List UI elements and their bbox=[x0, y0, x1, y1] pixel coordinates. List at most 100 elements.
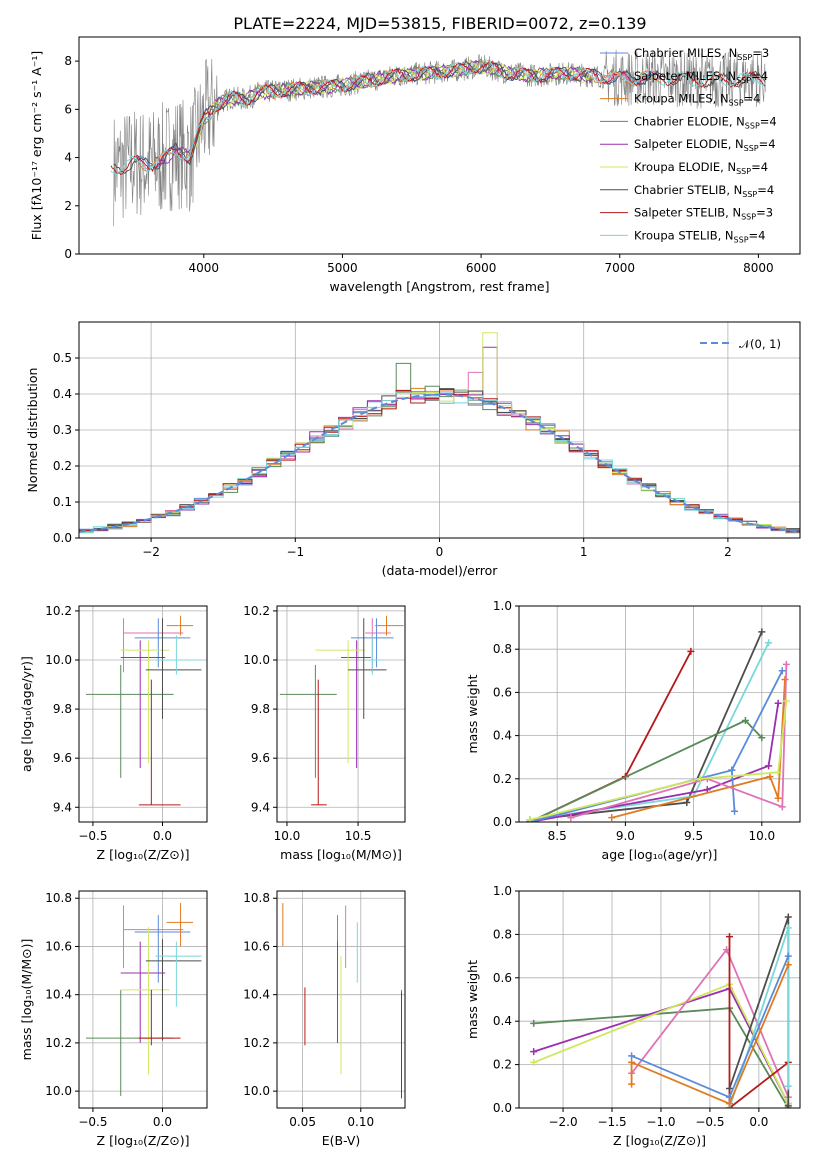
mass-vs-metallicity-panel: −0.5 0.0 10.0 10.2 10.4 10.6 10.8 Z [log₁₀(Z/Z⊙… bbox=[19, 890, 208, 1148]
legend-label: Salpeter ELODIE, NSSP=4 bbox=[634, 137, 776, 153]
weight-marker bbox=[758, 734, 766, 742]
weight-marker bbox=[765, 762, 773, 770]
y-axis-label: Flux [fλ10⁻¹⁷ erg cm⁻² s⁻¹ A⁻¹] bbox=[29, 51, 44, 240]
axes-frame bbox=[78, 321, 801, 539]
weight-marker bbox=[726, 933, 734, 941]
x-axis-label: (data-model)/error bbox=[382, 563, 499, 578]
spectrum-plot-area bbox=[110, 49, 766, 227]
axes-frame bbox=[276, 605, 406, 823]
y-tick-label: 10.6 bbox=[45, 939, 72, 953]
x-tick-label: 9.0 bbox=[616, 829, 635, 843]
weight-marker bbox=[758, 628, 766, 636]
weight-marker bbox=[530, 1058, 538, 1066]
x-tick-label: 10.5 bbox=[345, 829, 372, 843]
x-tick-label: 10.0 bbox=[274, 829, 301, 843]
weight-marker bbox=[703, 786, 711, 794]
weight-marker bbox=[726, 1084, 734, 1092]
y-axis-label: Normed distribution bbox=[25, 368, 40, 493]
x-tick-label: −2 bbox=[142, 545, 160, 559]
legend-label: Salpeter STELIB, NSSP=3 bbox=[634, 206, 773, 222]
weight-series-line bbox=[630, 964, 790, 1105]
weight-marker bbox=[774, 699, 782, 707]
y-axis-label: mass [log₁₀(M/M⊙)] bbox=[19, 939, 34, 1061]
y-tick-label: 0.2 bbox=[53, 459, 72, 473]
x-tick-label: −0.5 bbox=[78, 1115, 107, 1129]
weight-plot-area bbox=[530, 913, 792, 1108]
x-tick-label: −1.5 bbox=[597, 1115, 626, 1129]
x-tick-label: 8.5 bbox=[548, 829, 567, 843]
x-tick-label: 0.0 bbox=[153, 829, 172, 843]
y-tick-label: 10.0 bbox=[45, 653, 72, 667]
axes-frame bbox=[276, 890, 406, 1109]
errorbar-plot-area bbox=[85, 615, 202, 806]
weight-marker bbox=[628, 1052, 636, 1060]
y-tick-label: 9.8 bbox=[53, 702, 72, 716]
x-axis-label: Z [log₁₀(Z/Z⊙)] bbox=[613, 1133, 706, 1148]
legend-label: Kroupa ELODIE, NSSP=4 bbox=[634, 160, 768, 176]
y-tick-label: 0.0 bbox=[493, 815, 512, 829]
weight-marker bbox=[784, 961, 792, 969]
weight-marker bbox=[530, 1019, 538, 1027]
legend-label: Kroupa MILES, NSSP=4 bbox=[634, 92, 760, 108]
axes-frame bbox=[518, 890, 801, 1109]
x-tick-label: 0.0 bbox=[749, 1115, 768, 1129]
y-tick-label: 6 bbox=[64, 102, 72, 116]
y-tick-label: 9.8 bbox=[251, 702, 270, 716]
weight-marker bbox=[741, 716, 749, 724]
y-tick-label: 10.2 bbox=[45, 1036, 72, 1050]
y-tick-label: 4 bbox=[64, 151, 72, 165]
x-tick-label: 8000 bbox=[743, 261, 774, 275]
age-vs-mass-panel: 10.0 10.5 9.4 9.6 9.8 10.0 10.2 mass [log₁₀(M/M… bbox=[243, 604, 406, 862]
y-tick-label: 9.6 bbox=[53, 751, 72, 765]
weight-plot-area bbox=[526, 628, 790, 822]
weight-marker bbox=[731, 807, 739, 815]
y-tick-label: 9.4 bbox=[251, 800, 270, 814]
errorbar-plot-area bbox=[282, 903, 403, 1099]
axes-frame bbox=[518, 605, 801, 823]
y-tick-label: 10.8 bbox=[243, 891, 270, 905]
x-axis-label: wavelength [Angstrom, rest frame] bbox=[329, 279, 549, 294]
weight-marker bbox=[567, 814, 575, 822]
y-tick-label: 10.2 bbox=[45, 604, 72, 618]
x-tick-label: 4000 bbox=[189, 261, 220, 275]
weight-marker bbox=[778, 803, 786, 811]
model-fit-line bbox=[113, 60, 766, 175]
legend-label: 𝒩(0, 1) bbox=[739, 337, 781, 351]
legend-label: Chabrier MILES, NSSP=3 bbox=[634, 46, 769, 62]
weight-marker bbox=[728, 766, 736, 774]
age-vs-metallicity-panel: −0.5 0.0 9.4 9.6 9.8 10.0 10.2 Z [log₁₀(Z/Z⊙)] a… bbox=[19, 604, 208, 862]
x-axis-label: age [log₁₀(age/yr)] bbox=[602, 847, 718, 862]
x-tick-label: −0.5 bbox=[695, 1115, 724, 1129]
x-tick-label: 0.10 bbox=[347, 1115, 374, 1129]
x-tick-label: 6000 bbox=[466, 261, 497, 275]
x-axis-label: Z [log₁₀(Z/Z⊙)] bbox=[97, 1133, 190, 1148]
legend-label: Kroupa STELIB, NSSP=4 bbox=[634, 228, 765, 244]
weight-vs-age-panel: 8.5 9.0 9.5 10.0 0.0 0.2 0.4 0.6 0.8 1.0 age [log₁… bbox=[465, 599, 801, 862]
y-tick-label: 2 bbox=[64, 199, 72, 213]
x-tick-label: −2.0 bbox=[548, 1115, 577, 1129]
model-fit-line bbox=[189, 59, 593, 163]
normal-curve bbox=[79, 393, 800, 533]
y-tick-label: 0.5 bbox=[53, 351, 72, 365]
y-tick-label: 0.0 bbox=[493, 1101, 512, 1115]
y-tick-label: 10.6 bbox=[243, 939, 270, 953]
x-tick-label: 10.0 bbox=[748, 829, 775, 843]
y-tick-label: 0.8 bbox=[493, 927, 512, 941]
model-fit-line bbox=[110, 60, 766, 176]
x-tick-label: 1 bbox=[580, 545, 588, 559]
y-tick-label: 0.1 bbox=[53, 495, 72, 509]
weight-marker bbox=[778, 667, 786, 675]
axes-frame bbox=[78, 36, 801, 255]
spectrum-panel: 4000 5000 6000 7000 8000 0 2 4 6 8 wavelength [Ang… bbox=[29, 36, 801, 294]
y-tick-label: 10.0 bbox=[45, 1084, 72, 1098]
y-tick-label: 10.0 bbox=[243, 1084, 270, 1098]
y-tick-label: 0.6 bbox=[493, 685, 512, 699]
weight-marker bbox=[784, 913, 792, 921]
y-tick-label: 10.4 bbox=[243, 988, 270, 1002]
x-tick-label: −1.0 bbox=[646, 1115, 675, 1129]
x-tick-label: −0.5 bbox=[78, 829, 107, 843]
y-tick-label: 0.3 bbox=[53, 423, 72, 437]
weight-series-line bbox=[529, 703, 780, 822]
weight-marker bbox=[696, 775, 704, 783]
